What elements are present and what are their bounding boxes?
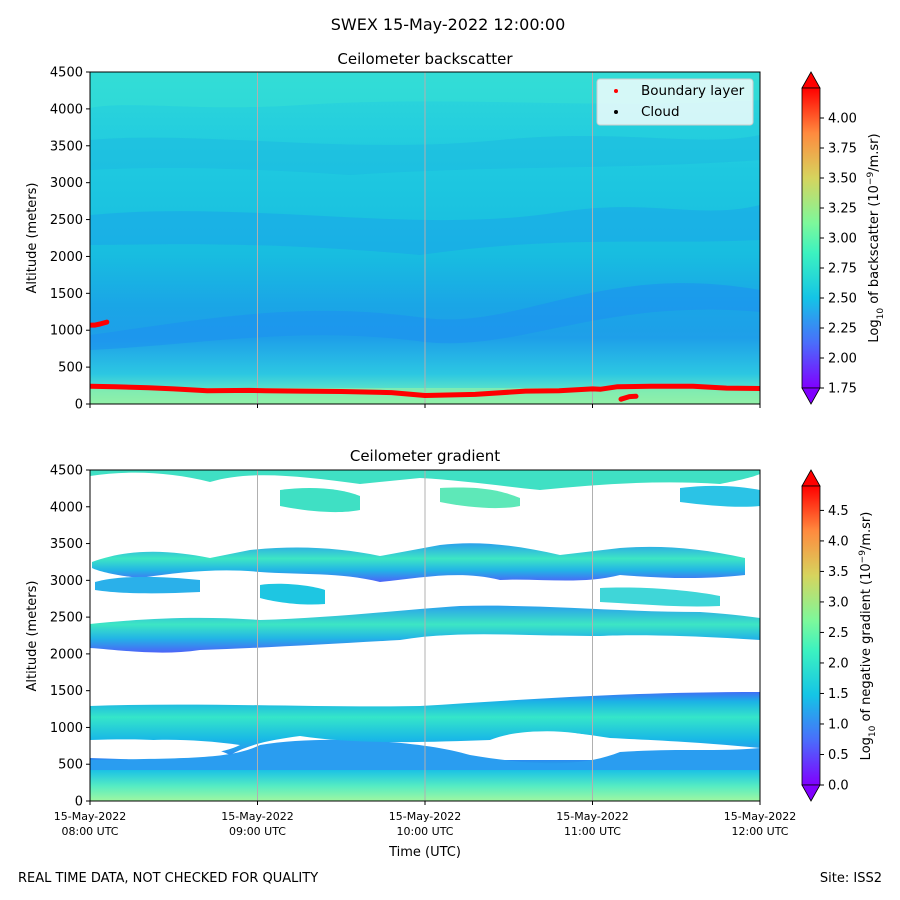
gradient-ylabel: Altitude (meters) <box>25 581 40 692</box>
gradient-white-gap-2 <box>500 731 600 742</box>
colorbar-top-arrow <box>801 71 821 89</box>
gradient-patch-2900 <box>95 576 200 594</box>
gradient-band-3000 <box>92 543 745 582</box>
gradient-cbar-tick-label-4: 2.0 <box>828 656 849 671</box>
gradient-ytick-label-9: 4500 <box>50 464 83 479</box>
legend-box <box>596 78 754 126</box>
backscatter-x-ticks <box>89 404 761 408</box>
xtick-time-1: 09:00 UTC <box>229 825 286 838</box>
legend-label-boundary-layer: Boundary layer <box>641 83 745 99</box>
backscatter-cbar-tick-label-8: 3.75 <box>828 142 857 157</box>
figure-suptitle: SWEX 15-May-2022 12:00:00 <box>331 15 566 34</box>
gradient-ytick-label-0: 0 <box>75 795 83 810</box>
backscatter-ytick-label-6: 3000 <box>50 176 83 191</box>
backscatter-colorbar-label: Log10 of backscatter (10−9/m.sr) <box>866 133 886 342</box>
backscatter-cbar-tick-label-5: 3.00 <box>828 232 857 247</box>
xtick-time-2: 10:00 UTC <box>396 825 453 838</box>
gradient-ytick-label-3: 1500 <box>50 684 83 699</box>
backscatter-cbar-tick-label-3: 2.50 <box>828 292 857 307</box>
xtick-date-4: 15-May-2022 <box>724 810 796 823</box>
backscatter-panel: Ceilometer backscatter 0 500 1000 1500 2000 2… <box>25 50 886 413</box>
gradient-patch-4000 <box>440 487 520 509</box>
colorbar-bottom-arrow <box>801 387 821 405</box>
xtick-date-2: 15-May-2022 <box>389 810 461 823</box>
backscatter-cbar-tick-label-2: 2.25 <box>828 322 857 337</box>
gradient-patch-2700 <box>600 587 720 607</box>
gradient-cbar-tick-label-6: 3.0 <box>828 595 849 610</box>
backscatter-ytick-label-4: 2000 <box>50 250 83 265</box>
boundary-layer-segment-2 <box>618 393 639 402</box>
colorbar2-top-arrow <box>801 469 821 487</box>
colorbar-bar <box>801 87 821 389</box>
backscatter-ytick-label-0: 0 <box>75 398 83 413</box>
boundary-layer-segment-1 <box>90 383 760 398</box>
gradient-ytick-label-1: 500 <box>58 758 83 773</box>
gradient-ytick-label-8: 4000 <box>50 500 83 515</box>
gradient-cbar-tick-label-8: 4.0 <box>828 534 849 549</box>
gradient-ytick-label-2: 1000 <box>50 721 83 736</box>
colorbar2-bottom-arrow <box>801 784 821 802</box>
backscatter-colorbar-ticks: 1.75 2.00 2.25 2.50 2.75 3.00 3.25 3.50 3.75 4.00 <box>820 112 857 397</box>
xtick-time-0: 08:00 UTC <box>61 825 118 838</box>
backscatter-ylabel: Altitude (meters) <box>25 183 40 294</box>
footer-site: Site: ISS2 <box>820 871 882 886</box>
backscatter-ytick-label-5: 2500 <box>50 213 83 228</box>
footer-quality-note: REAL TIME DATA, NOT CHECKED FOR QUALITY <box>18 871 318 886</box>
colorbar2-bar <box>801 485 821 786</box>
gradient-ytick-label-7: 3500 <box>50 537 83 552</box>
gradient-cbar-tick-label-9: 4.5 <box>828 504 849 519</box>
boundary-layer-trace <box>90 319 760 402</box>
xtick-date-3: 15-May-2022 <box>556 810 628 823</box>
gradient-patch-2750 <box>260 583 325 605</box>
gradient-title: Ceilometer gradient <box>350 447 500 465</box>
legend: Boundary layer Cloud <box>596 78 754 126</box>
gradient-patch-3980 <box>680 485 760 507</box>
backscatter-ytick-label-9: 4500 <box>50 66 83 81</box>
gradient-colorbar-label: Log10 of negative gradient (10−9/m.sr) <box>858 512 878 761</box>
time-axis-label: Time (UTC) <box>388 845 461 860</box>
backscatter-cbar-tick-label-4: 2.75 <box>828 262 857 277</box>
backscatter-cbar-tick-label-1: 2.00 <box>828 352 857 367</box>
backscatter-ytick-label-3: 1500 <box>50 287 83 302</box>
backscatter-gridlines <box>257 72 593 404</box>
backscatter-cbar-tick-label-0: 1.75 <box>828 382 857 397</box>
gradient-cbar-tick-label-7: 3.5 <box>828 565 849 580</box>
backscatter-cbar-tick-label-7: 3.50 <box>828 172 857 187</box>
backscatter-ytick-label-8: 4000 <box>50 102 83 117</box>
gradient-cbar-tick-label-0: 0.0 <box>828 779 849 794</box>
xtick-time-4: 12:00 UTC <box>731 825 788 838</box>
gradient-cbar-tick-label-5: 2.5 <box>828 626 849 641</box>
backscatter-ytick-label-1: 500 <box>58 361 83 376</box>
gradient-patch-4050 <box>280 488 360 513</box>
gradient-cbar-tick-label-1: 0.5 <box>828 748 849 763</box>
gradient-cbar-tick-label-2: 1.0 <box>828 717 849 732</box>
gradient-x-ticks: 15-May-2022 08:00 UTC 15-May-2022 09:00 UTC… <box>54 801 796 838</box>
xtick-date-0: 15-May-2022 <box>54 810 126 823</box>
legend-marker-cloud <box>614 110 618 114</box>
gradient-y-ticks: 0 500 1000 1500 2000 2500 3000 3500 4000 4500 <box>50 464 90 810</box>
gradient-ytick-label-4: 2000 <box>50 647 83 662</box>
legend-marker-boundary-layer <box>614 89 618 93</box>
boundary-layer-segment-0 <box>90 319 110 328</box>
backscatter-y-ticks: 0 500 1000 1500 2000 2500 3000 3500 4000 4500 <box>50 66 90 413</box>
gradient-cbar-tick-label-3: 1.5 <box>828 687 849 702</box>
gradient-colorbar-ticks: 0.0 0.5 1.0 1.5 2.0 2.5 3.0 3.5 4.0 4.5 <box>820 504 849 794</box>
backscatter-ytick-label-7: 3500 <box>50 139 83 154</box>
gradient-white-gap <box>110 739 240 757</box>
gradient-ytick-label-5: 2500 <box>50 611 83 626</box>
backscatter-cbar-tick-label-6: 3.25 <box>828 202 857 217</box>
backscatter-ytick-label-2: 1000 <box>50 324 83 339</box>
backscatter-cbar-tick-label-9: 4.00 <box>828 112 857 127</box>
backscatter-colorbar: 1.75 2.00 2.25 2.50 2.75 3.00 3.25 3.50 3.75 4.00… <box>801 71 886 405</box>
xtick-date-1: 15-May-2022 <box>221 810 293 823</box>
xtick-time-3: 11:00 UTC <box>564 825 621 838</box>
gradient-colorbar: 0.0 0.5 1.0 1.5 2.0 2.5 3.0 3.5 4.0 4.5 Log10 of … <box>801 469 878 802</box>
gradient-panel: Ceilometer gradient 0 500 1000 1500 2000 2500… <box>25 447 878 860</box>
gradient-gridlines <box>257 470 593 801</box>
legend-label-cloud: Cloud <box>641 104 680 120</box>
backscatter-title: Ceilometer backscatter <box>337 50 513 68</box>
gradient-ytick-label-6: 3000 <box>50 574 83 589</box>
